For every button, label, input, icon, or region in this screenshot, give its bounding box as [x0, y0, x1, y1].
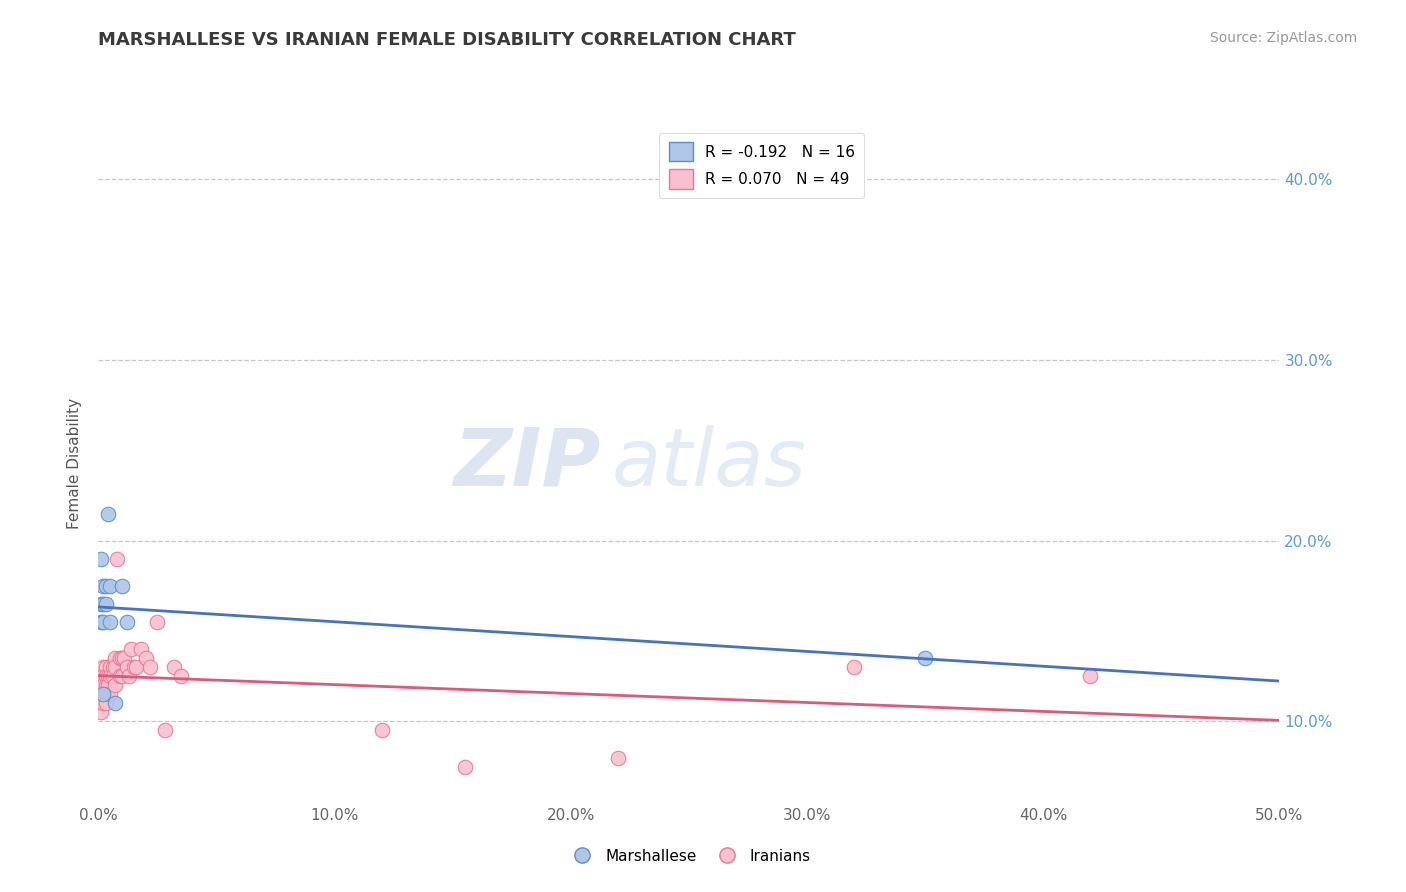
Point	[163, 660, 186, 674]
Point	[91, 615, 114, 629]
Point	[94, 678, 117, 692]
Point	[104, 678, 127, 692]
Point	[94, 687, 117, 701]
Point	[129, 642, 152, 657]
Point	[94, 660, 117, 674]
Point	[101, 669, 124, 683]
Y-axis label: Female Disability: Female Disability	[67, 398, 83, 530]
Text: Source: ZipAtlas.com: Source: ZipAtlas.com	[1209, 31, 1357, 45]
Point	[90, 615, 112, 629]
Point	[125, 660, 148, 674]
Point	[111, 579, 134, 593]
Point	[371, 723, 394, 738]
Point	[94, 669, 117, 683]
Point	[90, 597, 112, 611]
Point	[98, 687, 121, 701]
Point	[104, 651, 127, 665]
Point	[90, 678, 112, 692]
Point	[914, 651, 936, 665]
Point	[122, 660, 145, 674]
Point	[94, 697, 117, 711]
Point	[111, 651, 134, 665]
Point	[98, 669, 121, 683]
Point	[115, 615, 138, 629]
Point	[453, 759, 475, 773]
Point	[112, 651, 135, 665]
Point	[111, 669, 134, 683]
Point	[91, 669, 114, 683]
Point	[607, 750, 630, 764]
Legend: Marshallese, Iranians: Marshallese, Iranians	[561, 843, 817, 870]
Point	[108, 651, 131, 665]
Point	[91, 660, 114, 674]
Point	[90, 697, 112, 711]
Point	[97, 678, 120, 692]
Point	[90, 551, 112, 566]
Point	[1080, 669, 1102, 683]
Point	[115, 660, 138, 674]
Point	[105, 551, 128, 566]
Point	[94, 687, 117, 701]
Point	[90, 687, 112, 701]
Point	[146, 615, 169, 629]
Point	[153, 723, 176, 738]
Point	[139, 660, 162, 674]
Point	[118, 669, 141, 683]
Point	[94, 579, 117, 593]
Point	[135, 651, 157, 665]
Point	[104, 697, 127, 711]
Point	[90, 687, 112, 701]
Point	[91, 579, 114, 593]
Point	[101, 660, 124, 674]
Point	[91, 678, 114, 692]
Point	[91, 697, 114, 711]
Point	[90, 706, 112, 720]
Point	[91, 687, 114, 701]
Point	[91, 597, 114, 611]
Point	[90, 669, 112, 683]
Text: atlas: atlas	[612, 425, 807, 503]
Point	[97, 669, 120, 683]
Point	[97, 507, 120, 521]
Point	[170, 669, 193, 683]
Point	[121, 642, 143, 657]
Point	[98, 615, 121, 629]
Point	[844, 660, 866, 674]
Text: MARSHALLESE VS IRANIAN FEMALE DISABILITY CORRELATION CHART: MARSHALLESE VS IRANIAN FEMALE DISABILITY…	[98, 31, 796, 49]
Point	[98, 660, 121, 674]
Text: ZIP: ZIP	[453, 425, 600, 503]
Point	[98, 579, 121, 593]
Point	[104, 660, 127, 674]
Point	[94, 597, 117, 611]
Point	[108, 669, 131, 683]
